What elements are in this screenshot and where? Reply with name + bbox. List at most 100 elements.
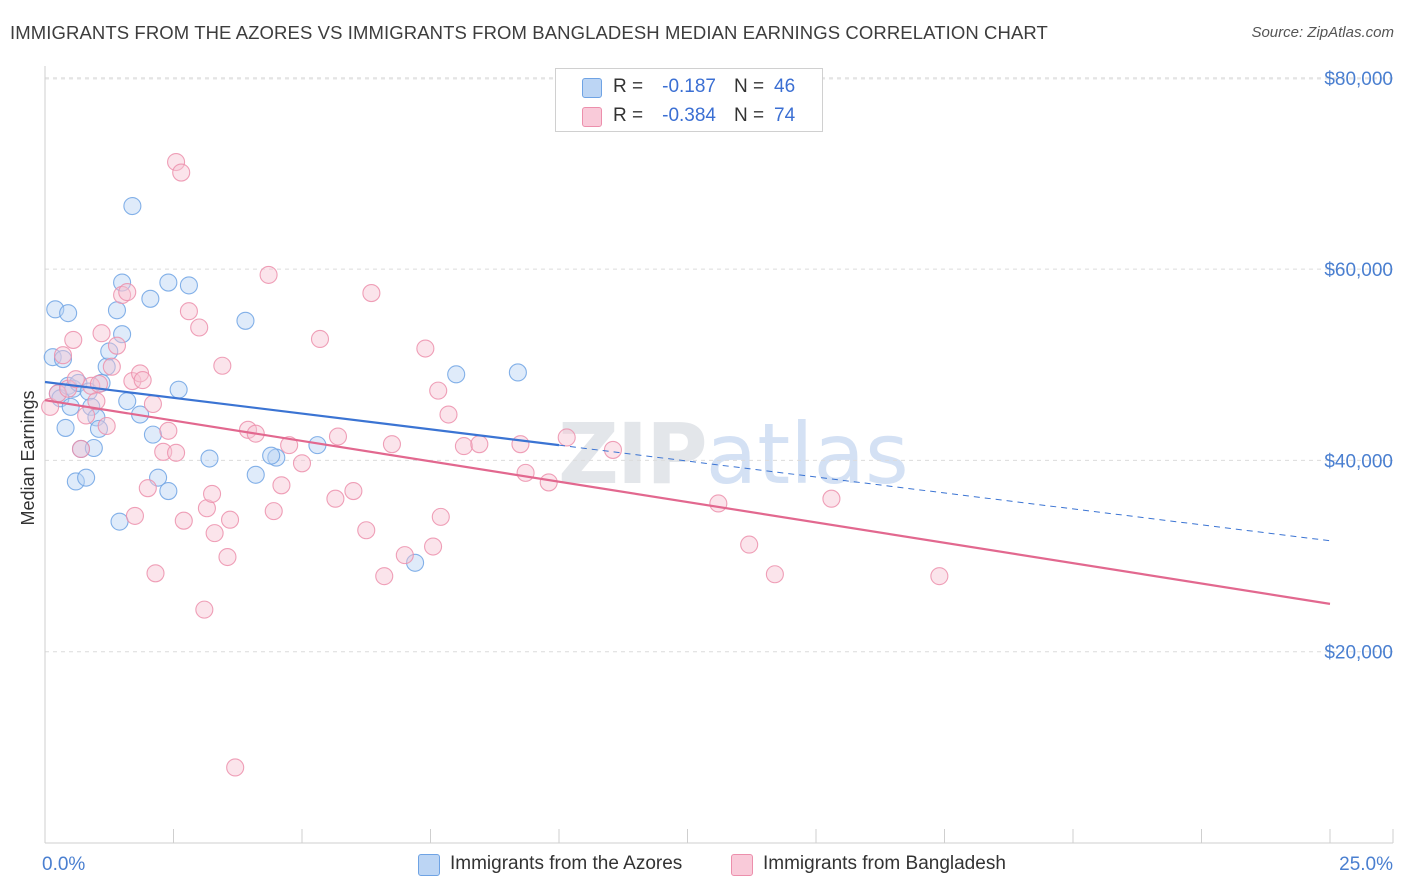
data-point	[740, 535, 759, 554]
data-point	[220, 510, 240, 529]
data-point	[429, 381, 448, 400]
data-point	[195, 600, 214, 619]
legend-r-value: -0.187	[662, 76, 716, 97]
data-point	[280, 436, 299, 455]
data-point	[61, 397, 80, 416]
data-point	[511, 435, 530, 454]
data-point	[118, 283, 137, 302]
data-point	[454, 437, 473, 456]
watermark-atlas: atlas	[705, 405, 909, 503]
data-point	[143, 425, 162, 444]
chart-title: IMMIGRANTS FROM THE AZORES VS IMMIGRANTS…	[10, 22, 1048, 43]
data-point	[97, 357, 116, 376]
axes	[44, 66, 1394, 844]
data-point	[53, 350, 73, 369]
correlation-legend: R = -0.187 N = 46 R = -0.384 N = 74	[555, 68, 823, 132]
data-point	[362, 284, 381, 303]
legend-r-value: -0.384	[662, 105, 716, 126]
data-point	[77, 468, 96, 487]
data-point	[84, 438, 103, 458]
data-point	[110, 512, 129, 531]
data-point	[203, 484, 222, 503]
data-point	[508, 363, 527, 382]
data-point	[172, 163, 191, 182]
data-point	[138, 479, 157, 498]
data-point	[66, 472, 85, 491]
data-point	[557, 428, 576, 447]
data-point	[326, 489, 345, 508]
data-point	[92, 324, 111, 343]
data-point	[159, 421, 178, 440]
data-point	[344, 481, 363, 501]
legend-swatch-azores	[582, 78, 602, 98]
data-point	[218, 547, 237, 567]
data-point	[516, 463, 535, 482]
data-point	[930, 567, 949, 586]
data-point	[169, 380, 188, 399]
data-point	[64, 330, 83, 349]
legend-n-value: 74	[774, 105, 796, 126]
data-point	[395, 546, 414, 565]
data-point	[603, 440, 623, 459]
y-tick-label: $80,000	[1324, 69, 1393, 90]
data-point	[167, 152, 186, 172]
legend-swatch-bangladesh	[582, 107, 602, 127]
watermark: ZIPatlas	[558, 405, 909, 503]
data-point	[406, 553, 425, 572]
bottom-legend-swatch-bangladesh	[731, 854, 753, 876]
data-point	[205, 524, 224, 543]
data-point	[174, 511, 193, 530]
legend-n-value: 46	[774, 76, 796, 97]
data-point	[113, 285, 132, 305]
data-point	[53, 346, 73, 365]
data-point	[113, 273, 132, 292]
x-tick-label: 0.0%	[42, 854, 85, 875]
data-point	[56, 418, 75, 437]
data-point	[197, 499, 216, 518]
y-tick-label: $60,000	[1324, 260, 1393, 281]
source-label: Source: ZipAtlas.com	[1251, 24, 1394, 41]
series-azores	[43, 196, 527, 572]
y-axis-label: Median Earnings	[18, 390, 38, 525]
data-point	[107, 336, 127, 355]
data-point	[190, 318, 209, 337]
data-point	[259, 265, 278, 284]
legend-row-bangladesh: R = -0.384 N = 74	[556, 100, 822, 130]
x-tick-label: 25.0%	[1339, 854, 1393, 875]
data-point	[113, 325, 132, 344]
trend-line-azores	[44, 380, 560, 447]
data-point	[87, 392, 106, 411]
data-point	[77, 406, 96, 425]
legend-n-label: N =	[734, 105, 765, 126]
series-points	[41, 152, 949, 777]
data-point	[424, 537, 443, 556]
data-point	[133, 371, 152, 390]
trend-line-bangladesh	[44, 399, 1331, 605]
data-point	[822, 489, 841, 508]
bottom-legend-swatch-azores	[418, 854, 440, 876]
data-point	[382, 435, 402, 454]
data-point	[102, 357, 121, 376]
data-point	[107, 301, 127, 320]
data-point	[123, 196, 142, 216]
data-point	[213, 356, 232, 375]
data-point	[246, 465, 265, 484]
data-point	[357, 521, 376, 540]
legend-n-label: N =	[734, 76, 765, 97]
grid-lines	[45, 77, 1393, 653]
data-point	[262, 446, 281, 465]
data-point	[272, 476, 291, 495]
data-point	[375, 567, 394, 586]
data-point	[159, 481, 178, 501]
data-point	[154, 442, 173, 461]
data-point	[59, 304, 78, 323]
data-point	[125, 506, 144, 525]
data-point	[709, 494, 728, 513]
data-point	[159, 273, 178, 292]
data-point	[66, 370, 85, 389]
data-point	[539, 473, 558, 492]
legend-r-label: R =	[613, 105, 644, 126]
bottom-legend-label-azores: Immigrants from the Azores	[450, 853, 683, 874]
data-point	[179, 302, 198, 321]
